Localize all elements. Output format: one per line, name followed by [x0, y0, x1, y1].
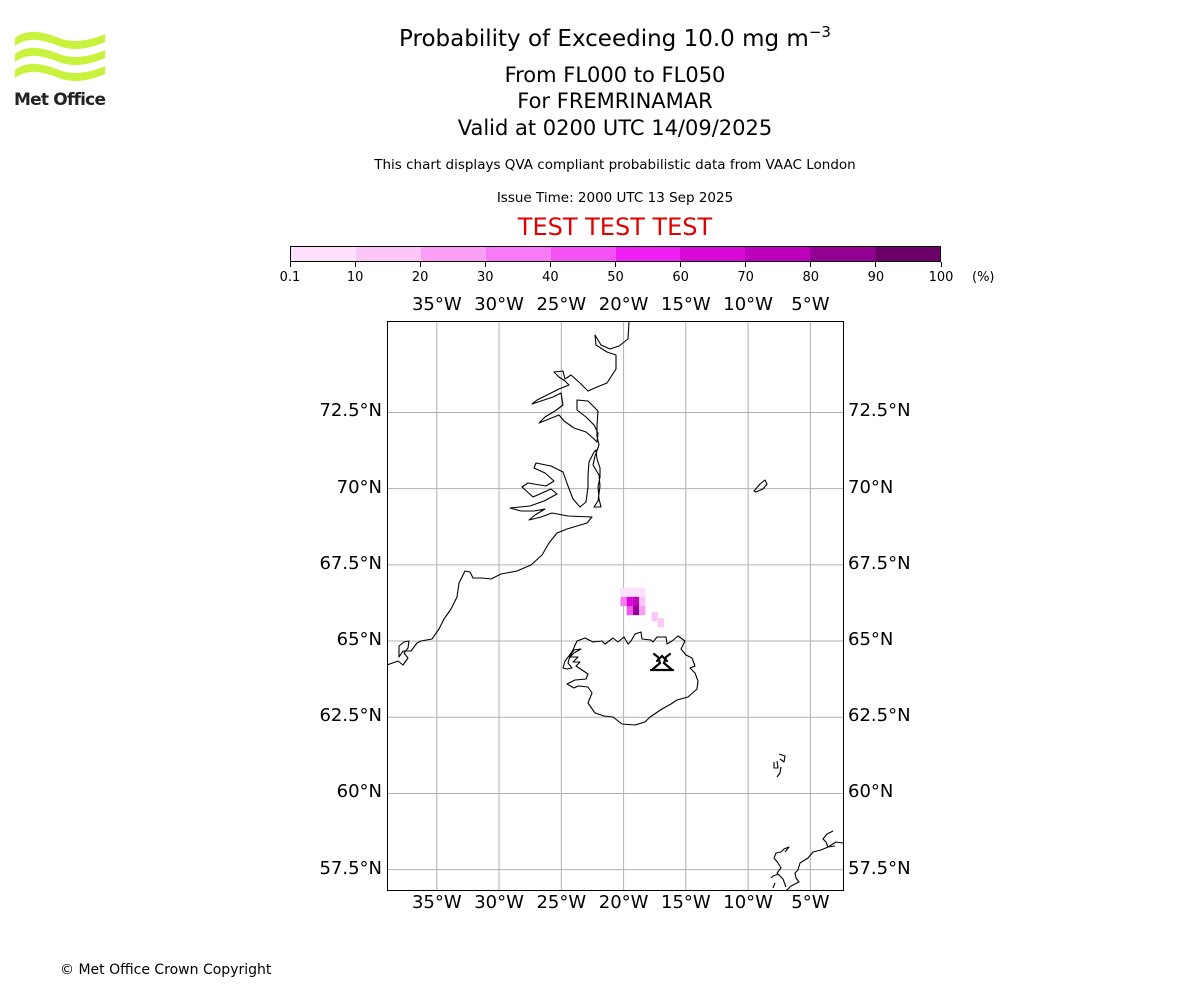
- colorbar-tick-label: 80: [802, 270, 820, 285]
- colorbar-segment: [291, 247, 356, 261]
- scotland-coastline: [770, 830, 844, 891]
- probability-cell: [632, 596, 640, 606]
- colorbar-tick-label: 90: [867, 270, 885, 285]
- top-longitude-label: 25°W: [536, 294, 587, 315]
- title-text: Probability of Exceeding 10.0 mg m: [399, 26, 809, 52]
- left-latitude-label: 62.5°N: [319, 705, 382, 727]
- colorbar-segment: [680, 247, 746, 261]
- right-latitude-label: 67.5°N: [848, 552, 911, 574]
- colorbar-segment: [485, 247, 551, 261]
- bottom-longitude-label: 20°W: [598, 892, 649, 913]
- iceland-coastline: [562, 631, 699, 726]
- chart-description: This chart displays QVA compliant probab…: [374, 157, 856, 173]
- colorbar-tick-label: 60: [672, 270, 689, 285]
- probability-cell: [620, 587, 627, 597]
- right-latitude-label: 57.5°N: [848, 857, 911, 879]
- colorbar-tick: [289, 262, 291, 267]
- top-longitude-label: 20°W: [598, 294, 649, 315]
- colorbar-unit: (%): [972, 270, 995, 285]
- probability-cell: [626, 587, 633, 597]
- colorbar-tick: [680, 262, 682, 267]
- colorbar-tick: [484, 262, 486, 267]
- left-latitude-label: 70°N: [336, 476, 382, 498]
- probability-cell: [632, 606, 640, 616]
- probability-cell: [639, 587, 646, 597]
- volcano-icon: [649, 652, 675, 672]
- colorbar-tick-label: 40: [542, 270, 559, 285]
- right-latitude-label: 65°N: [848, 629, 894, 651]
- left-latitude-label: 57.5°N: [319, 857, 382, 879]
- colorbar-tick: [810, 262, 812, 267]
- map-panel: [387, 321, 844, 891]
- probability-cell: [639, 596, 646, 606]
- bottom-longitude-label: 5°W: [791, 892, 830, 913]
- probability-cell: [626, 606, 633, 616]
- colorbar-tick: [940, 262, 942, 267]
- bottom-longitude-label: 15°W: [660, 892, 711, 913]
- colorbar-tick: [875, 262, 877, 267]
- valid-time: Valid at 0200 UTC 14/09/2025: [457, 116, 773, 140]
- top-longitude-label: 5°W: [791, 294, 830, 315]
- bottom-longitude-label: 10°W: [723, 892, 773, 913]
- colorbar-segment: [810, 247, 876, 261]
- flight-level-range: From FL000 to FL050: [504, 63, 726, 87]
- left-latitude-label: 67.5°N: [319, 552, 382, 574]
- probability-cell: [651, 612, 658, 622]
- right-latitude-label: 70°N: [848, 476, 894, 498]
- probability-cell: [620, 596, 627, 606]
- left-latitude-label: 60°N: [336, 781, 382, 803]
- bottom-longitude-label: 25°W: [536, 892, 587, 913]
- colorbar-segment: [355, 247, 421, 261]
- colorbar-segment: [615, 247, 681, 261]
- probability-cell: [639, 606, 646, 616]
- colorbar-tick: [549, 262, 551, 267]
- colorbar-tick-label: 30: [477, 270, 494, 285]
- met-office-waves-icon: [15, 31, 105, 81]
- bottom-longitude-label: 30°W: [474, 892, 524, 913]
- bottom-longitude-label: 35°W: [411, 892, 462, 913]
- volcano-name: For FREMRINAMAR: [517, 89, 713, 113]
- title-exponent: −3: [808, 23, 831, 41]
- jan-mayen-coastline: [753, 479, 768, 493]
- probability-cell: [626, 596, 633, 606]
- greenland-coastline: [387, 321, 630, 666]
- colorbar-segment: [875, 247, 941, 261]
- right-latitude-label: 60°N: [848, 781, 894, 803]
- colorbar-segment: [550, 247, 616, 261]
- chart-title: Probability of Exceeding 10.0 mg m−3: [365, 23, 865, 53]
- map-frame: [387, 321, 844, 891]
- left-latitude-label: 65°N: [336, 629, 382, 651]
- test-banner: TEST TEST TEST: [517, 213, 713, 241]
- probability-cell: [632, 587, 640, 597]
- colorbar-tick-label: 0.1: [279, 270, 301, 285]
- colorbar-tick-label: 70: [737, 270, 754, 285]
- top-longitude-label: 10°W: [723, 294, 773, 315]
- colorbar-tick-label: 50: [607, 270, 624, 285]
- right-latitude-label: 72.5°N: [848, 400, 911, 422]
- right-latitude-label: 62.5°N: [848, 705, 911, 727]
- colorbar-segment: [420, 247, 486, 261]
- colorbar-tick-label: 100: [928, 270, 954, 285]
- met-office-logo-text: Met Office: [14, 90, 106, 110]
- probability-cell: [657, 618, 665, 628]
- colorbar-segment: [745, 247, 811, 261]
- top-longitude-label: 35°W: [411, 294, 462, 315]
- colorbar-tick: [745, 262, 747, 267]
- copyright-notice: © Met Office Crown Copyright: [60, 962, 272, 978]
- colorbar-tick: [419, 262, 421, 267]
- top-longitude-label: 30°W: [474, 294, 524, 315]
- colorbar-tick-label: 10: [346, 270, 364, 285]
- top-longitude-label: 15°W: [660, 294, 711, 315]
- faroe-islands-coastline: [773, 753, 786, 778]
- colorbar-tick-label: 20: [411, 270, 429, 285]
- met-office-logo: Met Office: [14, 30, 109, 112]
- issue-time: Issue Time: 2000 UTC 13 Sep 2025: [496, 190, 734, 206]
- left-latitude-label: 72.5°N: [319, 400, 382, 422]
- colorbar-tick: [615, 262, 616, 267]
- probability-colorbar: [290, 246, 941, 262]
- colorbar-tick: [354, 262, 356, 267]
